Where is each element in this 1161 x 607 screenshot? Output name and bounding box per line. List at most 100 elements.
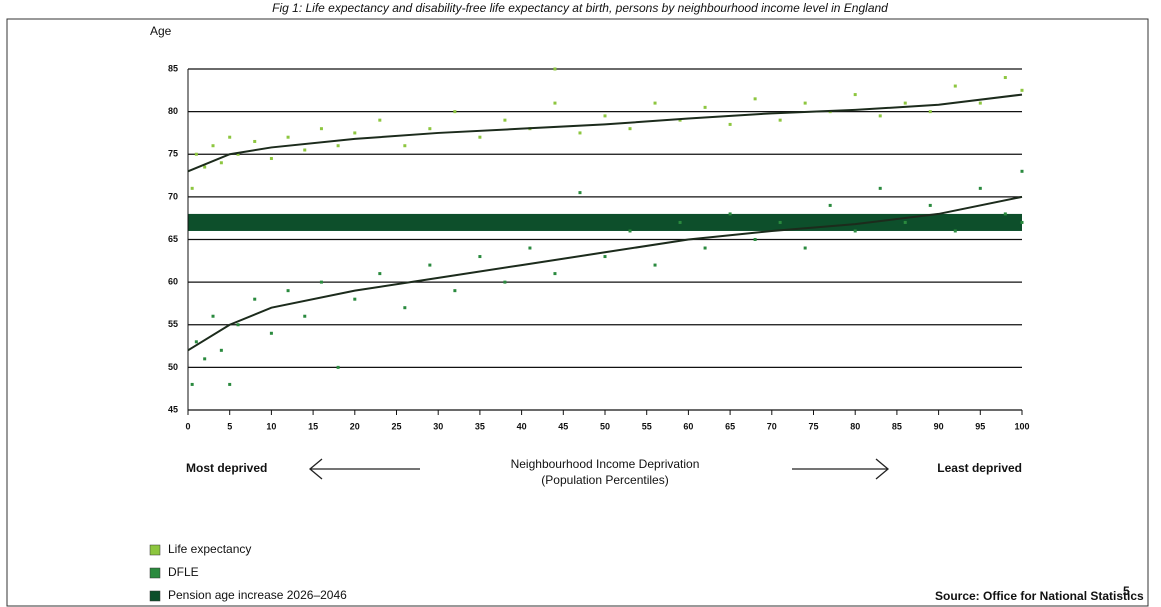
y-axis-title: Age <box>150 24 172 38</box>
scatter-point <box>253 139 257 143</box>
x-tick-label: 30 <box>433 421 443 431</box>
scatter-point <box>653 101 657 105</box>
legend-swatch <box>149 590 161 602</box>
scatter-point <box>603 114 607 118</box>
scatter-point <box>678 118 682 122</box>
scatter-point <box>194 340 198 344</box>
scatter-point <box>553 272 557 276</box>
scatter-point <box>286 135 290 139</box>
scatter-point <box>753 238 757 241</box>
x-tick-label: 50 <box>600 421 610 431</box>
scatter-point <box>778 118 782 122</box>
right-note: Least deprived <box>937 461 1022 475</box>
trend-line <box>187 195 1023 352</box>
scatter-point <box>286 289 290 293</box>
scatter-point <box>190 186 194 190</box>
scatter-point <box>353 131 357 135</box>
y-tick-label: 55 <box>168 319 178 329</box>
scatter-point <box>211 314 215 318</box>
scatter-point <box>269 331 273 335</box>
x-tick-label: 35 <box>475 421 485 431</box>
x-tick-label: 100 <box>1014 421 1029 431</box>
x-tick-label: 20 <box>350 421 360 431</box>
scatter-point <box>953 229 957 233</box>
scatter-point <box>728 212 732 216</box>
y-tick-label: 60 <box>168 277 178 287</box>
scatter-point <box>194 152 198 156</box>
source: Source: Office for National Statistics <box>935 589 1144 603</box>
scatter-point <box>678 220 682 224</box>
x-tick-label: 90 <box>934 421 944 431</box>
scatter-point <box>378 272 382 276</box>
scatter-point <box>478 255 482 259</box>
scatter-point <box>336 144 340 148</box>
scatter-point <box>728 122 732 126</box>
scatter-point <box>1003 212 1007 216</box>
x-tick-label: 15 <box>308 421 318 431</box>
scatter-point <box>478 135 482 139</box>
x-tick-label: 65 <box>725 421 735 431</box>
scatter-point <box>353 297 357 301</box>
scatter-point <box>236 152 240 156</box>
scatter-point <box>928 110 932 114</box>
scatter-point <box>903 101 907 105</box>
scatter-point <box>303 148 307 152</box>
x-tick-label: 5 <box>227 421 232 431</box>
scatter-point <box>403 144 407 148</box>
scatter-point <box>228 382 232 386</box>
x-axis-title: (Population Percentiles) <box>541 473 668 487</box>
scatter-point <box>853 229 857 233</box>
scatter-point <box>553 67 557 71</box>
arrows <box>308 458 890 480</box>
scatter-point <box>336 365 340 369</box>
x-tick-label: 55 <box>642 421 652 431</box>
scatter-point <box>628 127 632 131</box>
x-tick-label: 0 <box>185 421 190 431</box>
scatter-point <box>528 246 532 250</box>
scatter-point <box>553 101 557 105</box>
scatter-point <box>653 263 657 267</box>
scatter-point <box>1020 88 1024 92</box>
scatter-point <box>453 110 457 114</box>
scatter-point <box>803 101 807 105</box>
scatter-point <box>953 84 957 88</box>
x-tick-label: 40 <box>517 421 527 431</box>
x-tick-label: 10 <box>266 421 276 431</box>
scatter-point <box>778 220 782 224</box>
scatter-point <box>403 306 407 310</box>
x-tick-label: 25 <box>391 421 401 431</box>
y-tick-label: 75 <box>168 149 178 159</box>
chart-title: Fig 1: Life expectancy and disability-fr… <box>272 1 888 15</box>
scatter-point <box>828 203 832 207</box>
scatter-point <box>203 357 207 361</box>
scatter-point <box>603 255 607 259</box>
scatter-point <box>319 280 323 284</box>
scatter-point <box>190 382 194 386</box>
legend-label: Life expectancy <box>168 542 251 556</box>
scatter-point <box>853 93 857 97</box>
x-tick-label: 80 <box>850 421 860 431</box>
scatter-point <box>303 314 307 318</box>
left-note: Most deprived <box>186 461 267 475</box>
source-ref: 5 <box>1123 584 1130 598</box>
trend-line <box>187 93 1023 173</box>
scatter-point <box>1020 220 1024 224</box>
legend-swatch <box>149 544 161 556</box>
scatter-point <box>578 131 582 135</box>
x-tick-label: 70 <box>767 421 777 431</box>
scatter-point <box>928 203 932 207</box>
scatter-point <box>878 186 882 190</box>
scatter-point <box>803 246 807 250</box>
frame <box>6 18 1149 607</box>
scatter-point <box>503 280 507 284</box>
scatter-point <box>628 229 632 233</box>
scatter-point <box>228 135 232 139</box>
scatter-point <box>978 101 982 105</box>
scatter-point <box>378 118 382 122</box>
scatter-point <box>319 127 323 131</box>
scatter-point <box>236 323 240 327</box>
x-tick-label: 75 <box>808 421 818 431</box>
scatter-point <box>219 161 223 165</box>
